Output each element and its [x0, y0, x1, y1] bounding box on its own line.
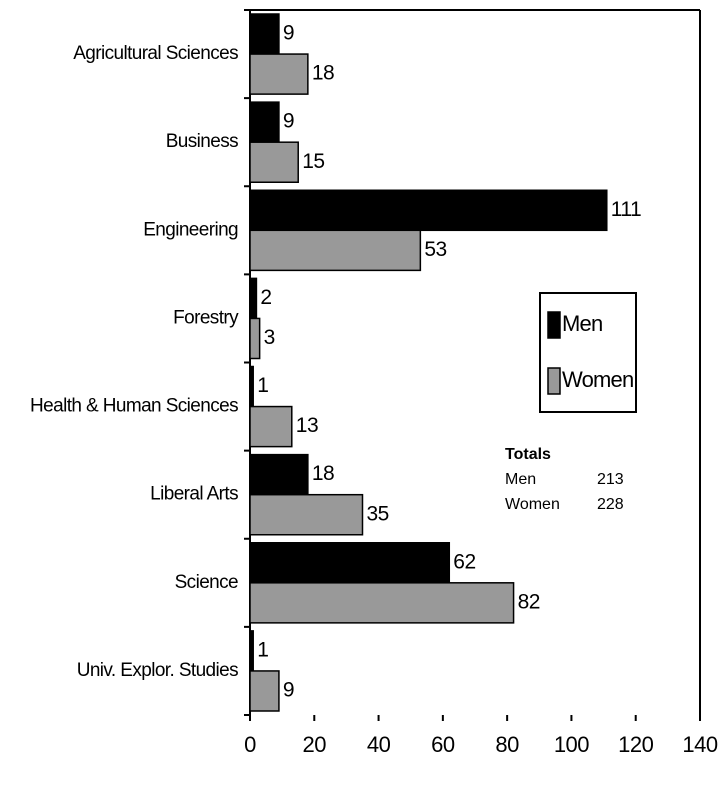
data-label: 1	[257, 374, 268, 397]
bar	[249, 670, 280, 712]
y-tick-label: Health & Human Sciences	[30, 396, 238, 417]
data-label: 9	[283, 22, 294, 45]
y-tick-label: Business	[166, 131, 238, 152]
data-label: 82	[518, 590, 540, 613]
data-label: 62	[453, 550, 475, 573]
data-label: 18	[312, 62, 334, 85]
bar	[249, 13, 280, 55]
totals-title: Totals	[505, 446, 551, 463]
bar	[249, 630, 254, 672]
data-label: 111	[611, 198, 641, 221]
bar	[249, 53, 309, 95]
data-label: 35	[367, 502, 389, 525]
y-tick-label: Forestry	[173, 307, 239, 328]
totals-value: 213	[597, 471, 624, 488]
bar	[249, 277, 258, 320]
legend-swatch	[547, 311, 561, 339]
x-tick-label: 0	[244, 732, 256, 757]
data-label: 53	[424, 238, 446, 261]
data-label: 15	[302, 150, 324, 173]
y-tick-label: Science	[175, 572, 238, 593]
bar	[249, 453, 309, 496]
totals: Totals Men 213 Women 228	[505, 446, 624, 513]
legend: Men Women	[539, 292, 637, 413]
x-tick-label: 80	[495, 732, 519, 757]
legend-label: Men	[562, 311, 602, 336]
data-label: 2	[260, 286, 271, 309]
x-tick-label: 20	[303, 732, 327, 757]
x-tick-label: 40	[367, 732, 391, 757]
data-label: 1	[257, 638, 268, 661]
x-tick-label: 140	[682, 732, 717, 757]
data-label: 18	[312, 462, 334, 485]
data-label: 9	[283, 110, 294, 133]
totals-label: Women	[505, 496, 560, 513]
y-tick-label: Agricultural Sciences	[73, 43, 238, 64]
data-label: 3	[264, 326, 275, 349]
data-label: 9	[283, 679, 294, 702]
y-tick-label: Univ. Explor. Studies	[77, 660, 238, 681]
x-tick-label: 120	[618, 732, 653, 757]
bar	[249, 405, 293, 448]
bar	[249, 189, 608, 232]
bar	[249, 317, 261, 360]
data-label: 13	[296, 414, 318, 437]
bar	[249, 365, 254, 408]
bar	[249, 542, 451, 584]
bar	[249, 229, 422, 272]
bar	[249, 101, 280, 143]
x-tick-label: 100	[554, 732, 589, 757]
totals-value: 228	[597, 496, 624, 513]
bar	[249, 493, 364, 536]
y-tick-label: Liberal Arts	[150, 484, 238, 505]
x-tick-label: 60	[431, 732, 455, 757]
bar	[249, 141, 299, 183]
totals-label: Men	[505, 471, 536, 488]
y-tick-label: Engineering	[143, 219, 238, 240]
bar	[249, 582, 515, 624]
legend-label: Women	[562, 367, 633, 392]
legend-swatch	[547, 367, 561, 395]
